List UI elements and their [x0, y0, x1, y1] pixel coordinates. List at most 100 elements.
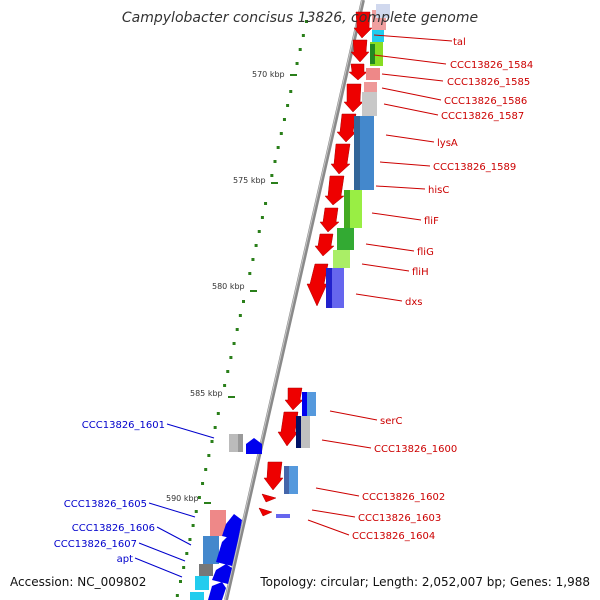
gc-dot [179, 580, 182, 583]
gene-label[interactable]: fliH [412, 267, 429, 278]
gc-dot [286, 104, 290, 107]
genome-backbone-highlight [224, 0, 363, 600]
gene-label[interactable]: CCC13826_1587 [441, 111, 524, 122]
gene-label-connector [311, 509, 356, 518]
gc-dot [191, 524, 195, 527]
gene-label-connector [307, 519, 350, 536]
cds-arrow[interactable] [343, 83, 364, 113]
gc-dot [213, 426, 217, 429]
gene-label[interactable]: serC [380, 416, 402, 427]
cds-arrow[interactable] [263, 461, 284, 491]
gene-label[interactable]: CCC13826_1584 [450, 60, 533, 71]
gc-dot [229, 356, 233, 359]
gc-dot [226, 370, 230, 373]
tick-580: 580 kbp [212, 282, 257, 292]
gc-dot [260, 216, 264, 219]
cds-arrow[interactable] [222, 514, 242, 540]
cds-arrow[interactable] [336, 113, 357, 143]
gene-label[interactable]: tal [453, 37, 466, 48]
cds-arrow[interactable] [330, 143, 351, 175]
cds-arrow[interactable] [277, 411, 299, 447]
gene-label-connector [329, 410, 378, 421]
cds-arrow[interactable] [261, 493, 277, 503]
gene-label[interactable]: lysA [437, 138, 458, 149]
gene-label[interactable]: CCC13826_1600 [374, 444, 457, 455]
reverse-gene-labels: CCC13826_1601 CCC13826_1605 CCC13826_1606 C… [54, 420, 215, 578]
topology-text: Topology: circular; Length: 2,052,007 bp… [260, 575, 590, 589]
gene-label[interactable]: hisC [428, 185, 449, 196]
gene-label-connector [166, 423, 215, 439]
gc-dot [242, 300, 245, 303]
cds-arrow[interactable] [319, 207, 340, 233]
forward-cds-track [258, 11, 373, 517]
tick-label: 585 kbp [190, 389, 223, 398]
cds-arrow[interactable] [314, 233, 335, 257]
gene-label-connector [134, 557, 183, 578]
gene-label-connector [375, 185, 426, 190]
gc-dot [235, 328, 239, 331]
cds-arrow[interactable] [246, 438, 262, 454]
gc-dot [204, 468, 208, 471]
gc-dot [305, 20, 308, 23]
cds-arrow[interactable] [350, 39, 370, 63]
gene-label[interactable]: CCC13826_1604 [352, 531, 435, 542]
accession-text: Accession: NC_009802 [10, 575, 147, 589]
gene-label[interactable]: CCC13826_1586 [444, 96, 527, 107]
gene-label-connector [373, 54, 447, 65]
gc-dot [295, 62, 299, 65]
gc-dot [298, 48, 302, 51]
gc-dot [207, 454, 211, 457]
gc-dot [273, 160, 277, 163]
gc-dot [248, 272, 252, 275]
gc-dot [194, 510, 198, 513]
gene-label-connector [381, 87, 442, 101]
gene-label-connector [365, 243, 415, 252]
gene-label-connector [138, 542, 186, 562]
gc-dot [257, 230, 261, 233]
gene-label-connector [371, 212, 422, 221]
feature-blocks-forward [276, 4, 390, 518]
gene-label[interactable]: CCC13826_1602 [362, 492, 445, 503]
cds-arrow[interactable] [216, 534, 238, 566]
gene-label[interactable]: CCC13826_1601 [82, 420, 165, 431]
gc-dot [270, 174, 274, 177]
cds-arrow[interactable] [353, 11, 373, 39]
gene-label[interactable]: fliF [424, 216, 439, 227]
tick-575: 575 kbp [233, 176, 278, 185]
gene-label[interactable]: CCC13826_1607 [54, 539, 137, 550]
gene-label-connector [315, 487, 360, 497]
tick-585: 585 kbp [190, 389, 235, 398]
gc-dot [210, 440, 214, 443]
cds-arrow[interactable] [324, 175, 345, 206]
gene-label-connector [355, 293, 403, 302]
gc-dot [276, 146, 280, 149]
tick-label: 570 kbp [252, 70, 285, 79]
gene-label-connector [379, 161, 431, 167]
cds-arrow[interactable] [212, 564, 232, 584]
gc-dot [238, 314, 242, 317]
gene-label-connector [321, 439, 372, 449]
gc-dot [289, 90, 293, 93]
gene-label[interactable]: CCC13826_1585 [447, 77, 530, 88]
cds-arrow[interactable] [284, 387, 304, 411]
tick-label: 580 kbp [212, 282, 245, 291]
gene-label[interactable]: CCC13826_1603 [358, 513, 441, 524]
cds-arrow[interactable] [348, 63, 368, 81]
cds-arrow[interactable] [258, 507, 273, 517]
gc-dot [282, 118, 286, 121]
gene-label[interactable]: fliG [417, 247, 434, 258]
gene-label[interactable]: dxs [405, 297, 422, 308]
gc-dot [223, 384, 227, 387]
tick-label: 590 kbp [166, 494, 199, 503]
tick-570: 570 kbp [252, 70, 297, 79]
gene-label[interactable]: CCC13826_1605 [64, 499, 147, 510]
gene-label[interactable]: apt [117, 554, 133, 565]
gc-dot [175, 594, 179, 597]
gene-label[interactable]: CCC13826_1589 [433, 162, 516, 173]
gene-label[interactable]: CCC13826_1606 [72, 523, 155, 534]
cds-arrow[interactable] [306, 263, 329, 307]
tick-590: 590 kbp [166, 494, 211, 504]
cds-arrow[interactable] [208, 582, 226, 600]
gc-content-track [175, 20, 308, 597]
